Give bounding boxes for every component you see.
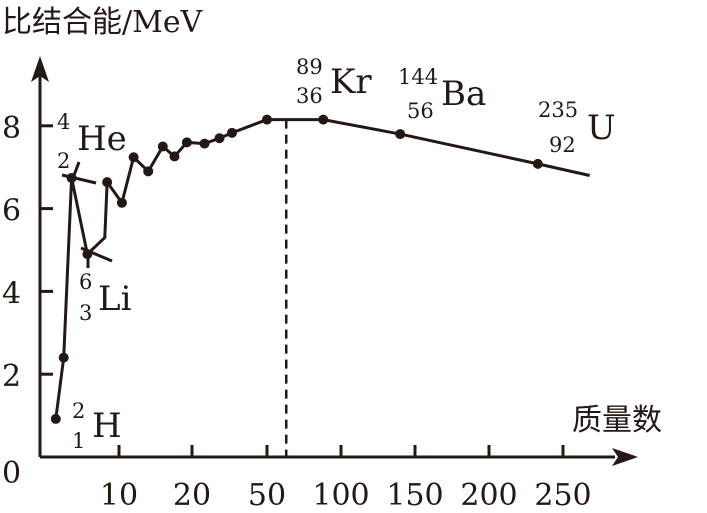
- li-pointer-1: [80, 246, 113, 263]
- He-atomic: 2: [57, 149, 70, 173]
- axes: [31, 56, 638, 466]
- x-tick-label: 200: [460, 478, 517, 513]
- Ba-symbol: Ba: [441, 74, 486, 114]
- data-point: [102, 177, 113, 188]
- x-tick-label: 100: [312, 478, 369, 513]
- data-point: [199, 138, 210, 149]
- data-point: [143, 166, 154, 177]
- x-tick-label: 50: [248, 478, 286, 513]
- y-axis-label: 比结合能/MeV: [2, 5, 204, 40]
- U-symbol: U: [587, 108, 616, 148]
- label-He: 4 2 He: [57, 110, 127, 173]
- Li-atomic: 3: [79, 301, 92, 325]
- x-axis-arrow: [612, 448, 638, 466]
- data-point: [128, 152, 139, 163]
- data-point: [58, 352, 69, 363]
- Ba-atomic: 56: [407, 99, 434, 123]
- data-point: [395, 129, 406, 140]
- y-tick-label: 6: [2, 194, 21, 229]
- label-Ba: 144 56 Ba: [398, 65, 486, 123]
- data-point: [262, 114, 272, 125]
- data-point: [157, 141, 168, 152]
- x-tick-label: 150: [386, 478, 443, 513]
- U-mass: 235: [538, 98, 578, 122]
- he-pointer-2: [71, 161, 81, 179]
- y-tick-label: 8: [2, 111, 21, 146]
- y-tick-label: 0: [2, 456, 21, 491]
- x-axis-label: 质量数: [572, 403, 662, 438]
- data-point: [169, 151, 180, 162]
- H-symbol: H: [92, 406, 122, 446]
- H-mass: 2: [72, 399, 85, 423]
- data-point: [50, 413, 61, 424]
- label-Kr: 89 36 Kr: [296, 55, 372, 108]
- H-atomic: 1: [72, 429, 85, 453]
- y-tick-label: 2: [2, 359, 21, 394]
- data-point: [116, 197, 127, 208]
- label-U: 235 92 U: [538, 98, 616, 157]
- label-H: 2 1 H: [72, 399, 122, 453]
- y-axis-arrow: [31, 56, 49, 82]
- data-point: [227, 127, 237, 138]
- Kr-atomic: 36: [296, 84, 323, 108]
- y-tick-label: 4: [2, 276, 21, 311]
- data-point: [532, 158, 543, 169]
- Kr-symbol: Kr: [330, 62, 372, 102]
- x-tick-label: 20: [173, 478, 211, 513]
- He-symbol: He: [77, 119, 127, 159]
- data-point: [318, 114, 329, 125]
- binding-energy-curve: [54, 118, 590, 420]
- data-point: [214, 133, 225, 144]
- label-Li: 6 3 Li: [79, 270, 132, 325]
- U-atomic: 92: [549, 133, 576, 157]
- pointer-lines: [61, 161, 113, 268]
- Li-symbol: Li: [98, 279, 132, 319]
- data-point: [181, 137, 192, 148]
- x-tick-label: 250: [534, 478, 591, 513]
- Kr-mass: 89: [296, 55, 323, 79]
- he-pointer-1: [61, 173, 97, 185]
- Li-mass: 6: [79, 270, 92, 294]
- Ba-mass: 144: [398, 65, 438, 89]
- He-mass: 4: [57, 110, 70, 134]
- x-tick-label: 10: [100, 478, 138, 513]
